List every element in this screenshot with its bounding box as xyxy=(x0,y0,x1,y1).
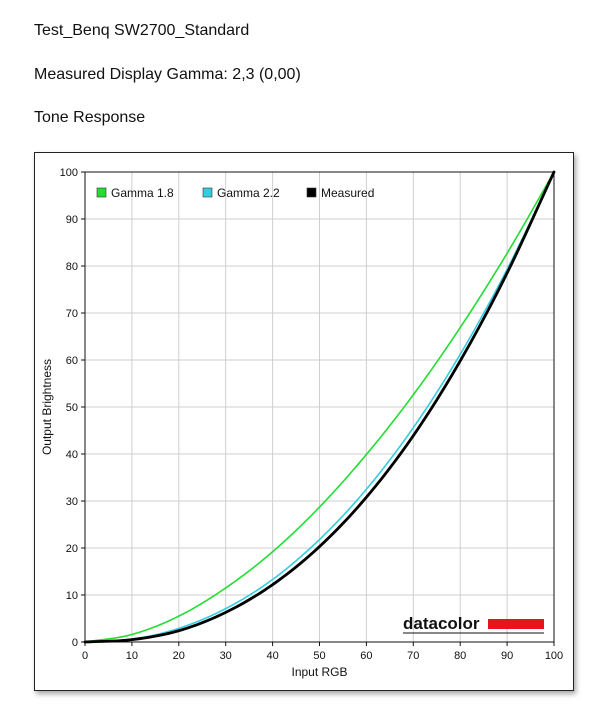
y-tick-label: 80 xyxy=(66,261,78,273)
measured-gamma-text: Measured Display Gamma: 2,3 (0,00) xyxy=(34,66,301,83)
legend-label: Measured xyxy=(321,186,374,200)
legend-swatch xyxy=(306,187,317,198)
x-tick-label: 0 xyxy=(82,650,88,662)
x-tick-label: 30 xyxy=(220,650,232,662)
series xyxy=(83,170,556,644)
y-axis-title: Output Brightness xyxy=(40,359,54,455)
legend-label: Gamma 1.8 xyxy=(111,186,174,200)
y-tick-labels: 0 10 20 30 40 50 60 70 80 90 100 xyxy=(60,167,85,649)
x-tick-label: 90 xyxy=(501,650,513,662)
y-tick-label: 70 xyxy=(66,308,78,320)
x-tick-labels: 0 10 20 30 40 50 60 70 80 90 100 xyxy=(82,642,563,662)
x-tick-label: 40 xyxy=(266,650,278,662)
x-axis-title: Input RGB xyxy=(291,665,347,679)
y-tick-label: 90 xyxy=(66,214,78,226)
y-tick-label: 20 xyxy=(66,543,78,555)
x-tick-label: 50 xyxy=(313,650,325,662)
x-tick-label: 80 xyxy=(454,650,466,662)
y-tick-label: 100 xyxy=(60,167,78,179)
report-title: Test_Benq SW2700_Standard xyxy=(34,22,250,39)
y-tick-label: 10 xyxy=(66,590,78,602)
x-tick-label: 100 xyxy=(545,650,563,662)
tone-response-chart: 0 10 20 30 40 50 60 70 80 90 100 0 10 20 30 40 50 60 70 80… xyxy=(34,152,574,691)
y-tick-label: 30 xyxy=(66,496,78,508)
y-tick-label: 0 xyxy=(72,637,78,649)
series-line-gamma-1-8 xyxy=(84,171,555,643)
series-line-gamma-2-2 xyxy=(84,171,555,643)
datacolor-logo-bar xyxy=(488,619,544,629)
legend-swatch xyxy=(96,187,107,198)
x-tick-label: 20 xyxy=(173,650,185,662)
legend-label: Gamma 2.2 xyxy=(217,186,280,200)
y-tick-label: 40 xyxy=(66,449,78,461)
legend: Gamma 1.8 Gamma 2.2 Measured xyxy=(96,186,374,200)
y-tick-label: 60 xyxy=(66,355,78,367)
datacolor-logo: datacolor xyxy=(403,614,544,634)
grid xyxy=(84,171,555,643)
datacolor-logo-text: datacolor xyxy=(403,614,480,633)
plot-border xyxy=(84,171,555,643)
x-tick-label: 10 xyxy=(126,650,138,662)
legend-swatch xyxy=(202,187,213,198)
y-tick-label: 50 xyxy=(66,402,78,414)
x-tick-label: 70 xyxy=(407,650,419,662)
chart-canvas: 0 10 20 30 40 50 60 70 80 90 100 0 10 20 30 40 50 60 70 80… xyxy=(40,167,563,679)
x-tick-label: 60 xyxy=(360,650,372,662)
series-line-measured xyxy=(83,170,556,644)
section-title: Tone Response xyxy=(34,109,146,126)
